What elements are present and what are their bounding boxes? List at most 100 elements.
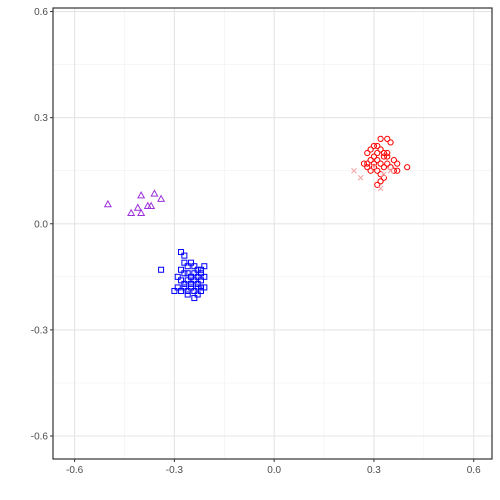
circle-point <box>377 146 384 153</box>
circle-point <box>394 160 401 167</box>
square-point <box>197 277 204 284</box>
square-point <box>181 252 188 259</box>
triangle-point <box>147 201 156 209</box>
circle-point <box>374 167 381 174</box>
square-point <box>194 266 201 273</box>
circle-point <box>370 160 378 167</box>
square-point <box>194 284 201 291</box>
square-point <box>181 259 188 266</box>
cross-point <box>351 167 357 174</box>
y-tick-label: -0.3 <box>31 325 49 336</box>
square-point <box>191 263 198 270</box>
y-tick-label: 0.0 <box>34 219 48 230</box>
circle-point <box>384 149 391 157</box>
square-point <box>197 284 204 291</box>
triangle-point <box>137 191 146 199</box>
x-tick-label: 0.6 <box>467 465 481 476</box>
circle-point <box>377 160 384 167</box>
major-gridlines <box>53 8 492 459</box>
square-point <box>178 287 185 294</box>
cross-point <box>377 185 384 192</box>
circle-point <box>380 174 388 181</box>
circle-point <box>394 167 401 174</box>
circle-point <box>370 153 378 160</box>
square-point <box>158 266 165 273</box>
circle-point <box>384 135 391 142</box>
square-point <box>181 284 188 291</box>
circle-point <box>367 146 374 153</box>
minor-gridlines <box>53 8 492 459</box>
square-point <box>184 270 191 277</box>
circle-point <box>377 135 384 142</box>
square-point <box>171 287 178 294</box>
square-point <box>188 280 195 287</box>
circle-point <box>377 171 384 178</box>
circle-point <box>364 160 371 167</box>
circle-point <box>384 160 391 167</box>
circle-point <box>387 164 394 171</box>
square-point <box>191 295 198 302</box>
square-point <box>188 284 195 291</box>
square-point <box>184 291 191 298</box>
circle-point <box>360 160 368 167</box>
triangle-point <box>133 203 142 211</box>
y-tick-label: 0.6 <box>34 7 48 18</box>
square-point <box>178 266 185 273</box>
x-axis: -0.6 -0.3 0.0 0.3 0.6 <box>66 459 481 476</box>
square-point <box>174 284 181 291</box>
circle-point <box>367 157 374 164</box>
triangle-point <box>137 208 146 217</box>
square-point <box>181 280 188 287</box>
cross-point <box>387 167 394 174</box>
triangle-point <box>150 189 159 197</box>
circle-point <box>364 149 371 157</box>
square-point <box>174 273 181 280</box>
y-axis: -0.6 -0.3 0.0 0.3 0.6 <box>31 7 53 443</box>
x-tick-label: 0.0 <box>267 465 281 476</box>
cross-point <box>357 174 364 181</box>
plot-panel <box>53 8 492 459</box>
circle-point <box>387 139 394 146</box>
x-tick-label: -0.3 <box>166 465 184 476</box>
data-points <box>103 135 411 302</box>
square-point <box>184 277 191 284</box>
square-point <box>178 277 185 284</box>
y-tick-label: 0.3 <box>34 113 48 124</box>
cross-point <box>381 171 387 178</box>
triangle-point <box>103 199 112 208</box>
square-point <box>188 273 195 280</box>
cross-point <box>371 164 377 171</box>
circle-point <box>374 181 381 188</box>
square-point <box>191 277 198 284</box>
square-point <box>191 270 198 277</box>
circle-point <box>367 167 374 174</box>
circle-point <box>390 167 397 174</box>
square-point <box>188 259 195 266</box>
square-point <box>194 280 201 287</box>
plot-border <box>52 7 493 460</box>
circle-point <box>390 157 397 164</box>
square-point <box>184 263 191 270</box>
triangle-point <box>157 194 166 202</box>
circle-point <box>384 153 391 160</box>
square-point <box>184 287 191 294</box>
square-point <box>197 287 204 294</box>
square-point <box>201 263 208 270</box>
square-point <box>191 287 198 294</box>
square-point <box>178 249 185 256</box>
circle-point <box>404 164 411 171</box>
square-point <box>201 284 208 291</box>
circle-point <box>374 149 381 157</box>
x-tick-label: -0.6 <box>66 465 84 476</box>
square-point <box>194 273 201 280</box>
square-point <box>197 266 204 273</box>
circle-point <box>370 142 378 150</box>
circle-point <box>374 142 381 150</box>
square-point <box>181 270 188 277</box>
circle-point <box>364 164 371 171</box>
circle-point <box>380 153 388 160</box>
y-tick-label: -0.6 <box>31 432 49 443</box>
x-tick-label: 0.3 <box>367 465 381 476</box>
circle-point <box>380 164 388 171</box>
